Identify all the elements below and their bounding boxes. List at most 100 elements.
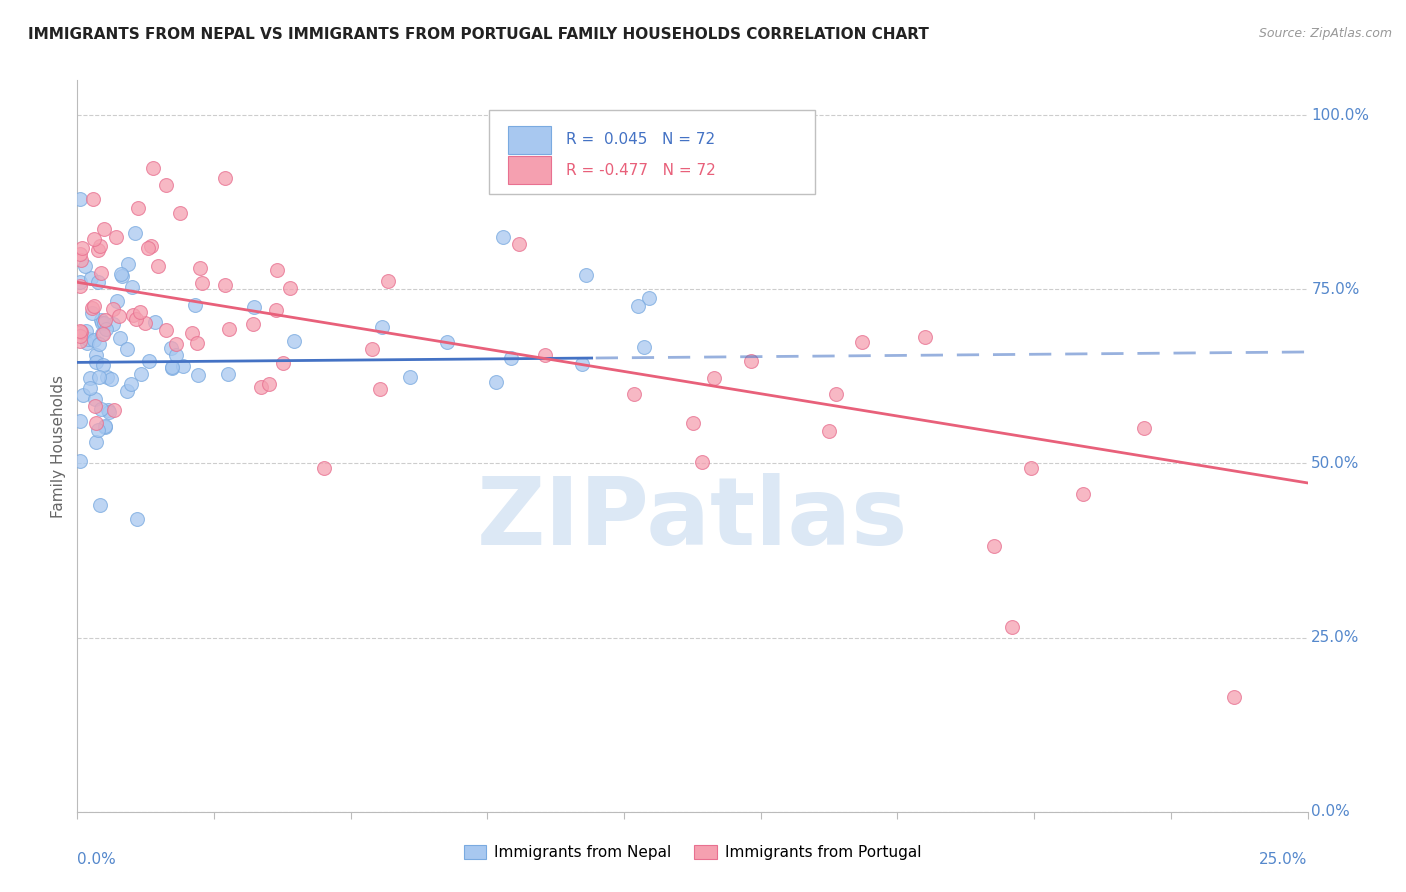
Point bbox=[69, 279, 91, 293]
Point bbox=[97, 405, 120, 419]
Point bbox=[76, 332, 98, 346]
Point bbox=[1073, 487, 1095, 501]
Point bbox=[101, 301, 124, 316]
Point bbox=[121, 279, 143, 293]
Point bbox=[485, 375, 508, 389]
Point bbox=[165, 336, 187, 351]
Point bbox=[139, 239, 162, 253]
Point bbox=[824, 387, 846, 401]
Text: Source: ZipAtlas.com: Source: ZipAtlas.com bbox=[1258, 27, 1392, 40]
Text: 25.0%: 25.0% bbox=[1260, 852, 1308, 867]
Text: 25.0%: 25.0% bbox=[1312, 630, 1360, 645]
Point bbox=[143, 315, 166, 329]
Point bbox=[690, 455, 713, 469]
Point bbox=[266, 263, 288, 277]
Point bbox=[186, 335, 208, 350]
Text: 50.0%: 50.0% bbox=[1312, 456, 1360, 471]
Point bbox=[86, 416, 108, 430]
Point bbox=[82, 306, 104, 320]
Point bbox=[124, 226, 146, 240]
Point bbox=[80, 270, 103, 285]
Point bbox=[638, 291, 661, 305]
Point bbox=[87, 423, 110, 437]
Point bbox=[69, 334, 91, 348]
Point bbox=[120, 377, 142, 392]
Text: IMMIGRANTS FROM NEPAL VS IMMIGRANTS FROM PORTUGAL FAMILY HOUSEHOLDS CORRELATION : IMMIGRANTS FROM NEPAL VS IMMIGRANTS FROM… bbox=[28, 27, 929, 42]
Text: R = -0.477   N = 72: R = -0.477 N = 72 bbox=[565, 162, 716, 178]
Point bbox=[93, 420, 115, 434]
Point bbox=[79, 371, 101, 385]
Text: R =  0.045   N = 72: R = 0.045 N = 72 bbox=[565, 132, 714, 147]
Text: 100.0%: 100.0% bbox=[1312, 108, 1369, 122]
Point bbox=[125, 512, 148, 526]
Point bbox=[273, 356, 295, 370]
Point bbox=[169, 205, 191, 219]
Point bbox=[87, 244, 110, 258]
Point bbox=[117, 257, 139, 271]
Point bbox=[82, 192, 104, 206]
Point bbox=[218, 321, 240, 335]
Point bbox=[83, 334, 105, 348]
Point bbox=[136, 242, 159, 256]
Point bbox=[76, 336, 98, 351]
Point bbox=[278, 281, 301, 295]
Point bbox=[633, 340, 655, 354]
Point bbox=[851, 334, 873, 349]
Point bbox=[110, 268, 132, 282]
Point bbox=[90, 326, 112, 341]
Point bbox=[181, 326, 204, 340]
Point bbox=[70, 241, 93, 255]
Point bbox=[257, 376, 280, 391]
Point bbox=[69, 247, 91, 261]
Point bbox=[217, 367, 239, 381]
Point bbox=[1001, 620, 1024, 634]
Point bbox=[1223, 690, 1246, 704]
Point bbox=[983, 539, 1005, 553]
Point bbox=[89, 337, 111, 351]
Point bbox=[508, 237, 530, 252]
Point bbox=[84, 392, 107, 406]
Y-axis label: Family Households: Family Households bbox=[51, 375, 66, 517]
Point bbox=[436, 335, 458, 350]
Point bbox=[89, 498, 111, 512]
Point bbox=[72, 388, 94, 402]
Text: 0.0%: 0.0% bbox=[1312, 805, 1350, 819]
Legend: Immigrants from Nepal, Immigrants from Portugal: Immigrants from Nepal, Immigrants from P… bbox=[457, 839, 928, 866]
Point bbox=[96, 370, 118, 384]
Point bbox=[83, 399, 105, 413]
Point bbox=[129, 305, 152, 319]
Point bbox=[117, 384, 139, 398]
Point bbox=[155, 178, 177, 192]
Point bbox=[108, 331, 131, 345]
Point bbox=[127, 201, 149, 215]
Point bbox=[105, 293, 128, 308]
Point bbox=[96, 322, 118, 336]
Point bbox=[69, 329, 91, 343]
Point bbox=[70, 253, 93, 268]
Point bbox=[75, 259, 97, 273]
Point bbox=[87, 370, 110, 384]
Point bbox=[69, 414, 91, 428]
Point bbox=[104, 230, 127, 244]
Point bbox=[186, 368, 208, 382]
Point bbox=[131, 367, 153, 381]
Point bbox=[121, 309, 143, 323]
Point bbox=[90, 313, 112, 327]
Point bbox=[117, 342, 139, 356]
Point bbox=[93, 316, 115, 330]
Text: 75.0%: 75.0% bbox=[1312, 282, 1360, 297]
Point bbox=[155, 323, 177, 337]
Point bbox=[69, 324, 91, 338]
Point bbox=[108, 309, 131, 323]
Point bbox=[91, 326, 114, 341]
Point bbox=[188, 260, 211, 275]
Point bbox=[94, 312, 117, 326]
Point bbox=[571, 357, 593, 371]
Point bbox=[89, 266, 111, 280]
Point bbox=[1019, 461, 1042, 475]
Point bbox=[214, 277, 236, 292]
Point bbox=[160, 361, 183, 376]
Point bbox=[138, 354, 160, 368]
Point bbox=[492, 230, 515, 244]
Point bbox=[312, 461, 335, 475]
